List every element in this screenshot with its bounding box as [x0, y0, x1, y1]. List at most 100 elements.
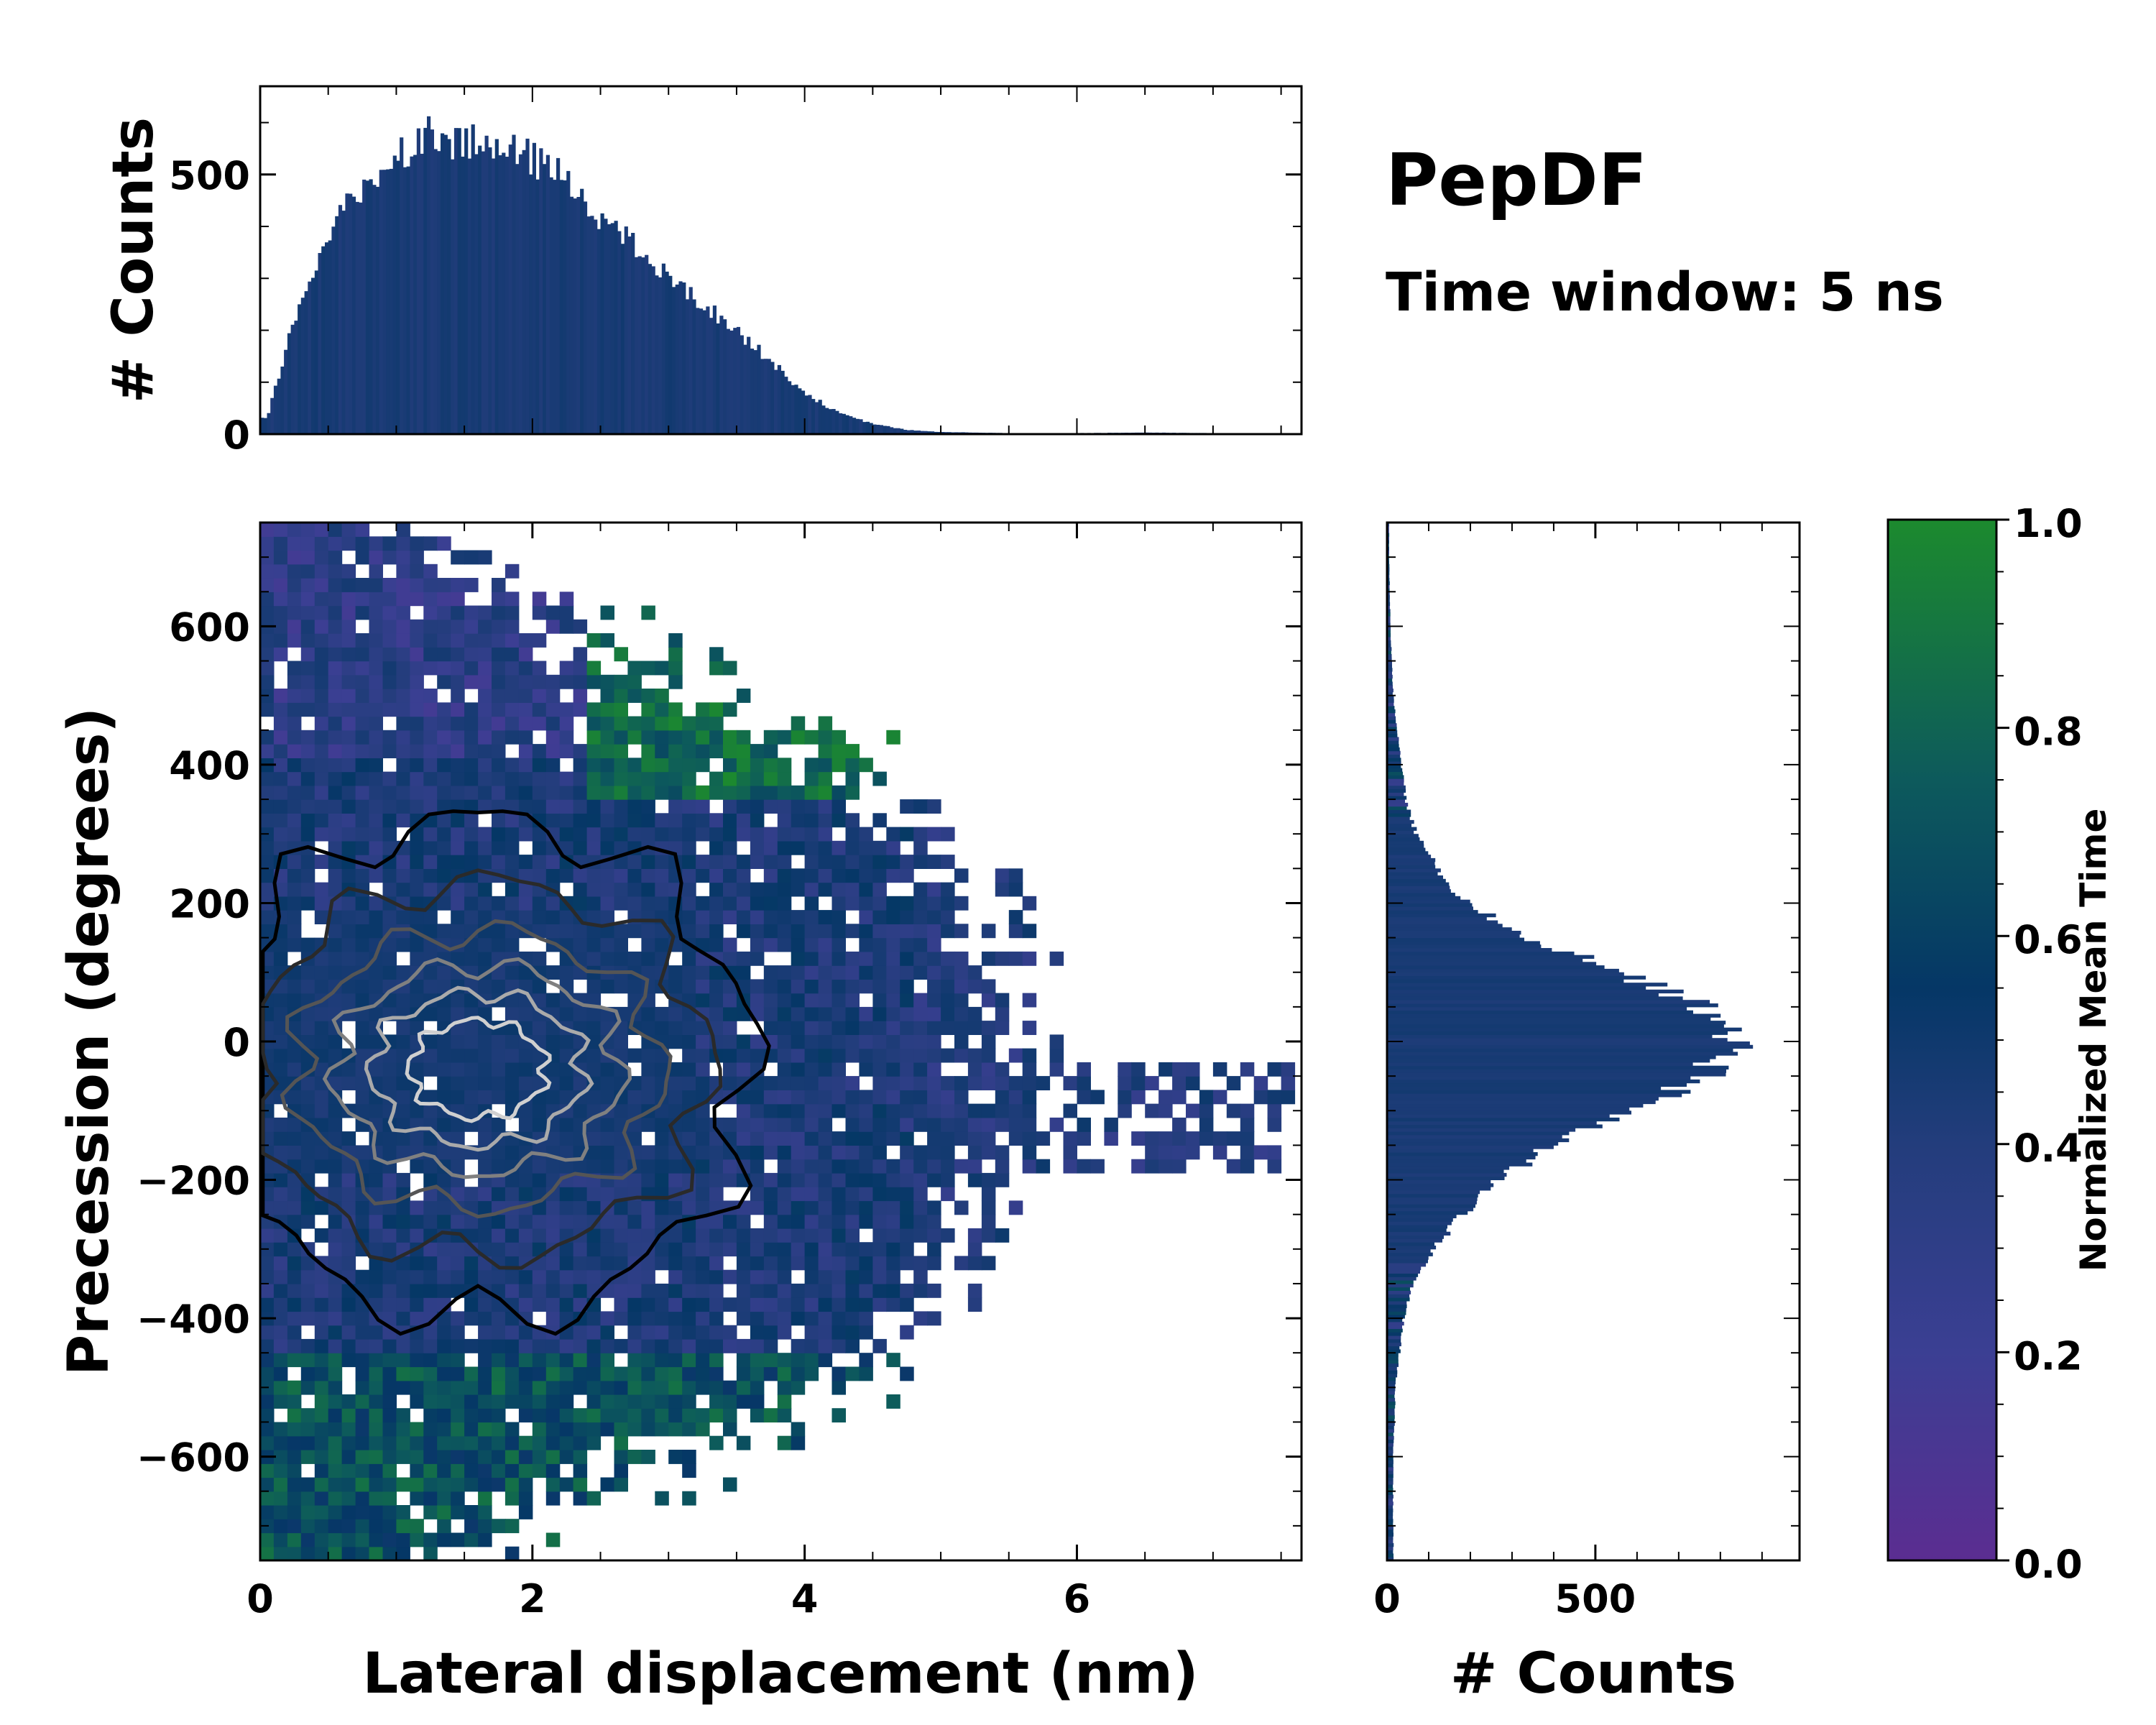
- heatmap-cell: [300, 619, 315, 634]
- heatmap-cell: [736, 827, 751, 842]
- heatmap-cell: [791, 1366, 806, 1381]
- heatmap-cell: [763, 1187, 778, 1202]
- heatmap-cell: [709, 1366, 724, 1381]
- heatmap-cell: [545, 1408, 561, 1423]
- heatmap-cell: [818, 1159, 833, 1174]
- heatmap-cell: [668, 799, 683, 814]
- heatmap-cell: [927, 896, 941, 911]
- heatmap-cell: [287, 1117, 302, 1132]
- heatmap-cell: [328, 536, 343, 551]
- heatmap-cell: [954, 979, 969, 994]
- heatmap-cell: [382, 1131, 397, 1146]
- top-histogram-bar: [539, 148, 543, 435]
- heatmap-cell: [804, 1172, 819, 1187]
- heatmap-cell: [763, 840, 778, 855]
- right-histogram-bar: [1387, 792, 1404, 796]
- heatmap-cell: [437, 647, 451, 662]
- heatmap-cell: [831, 1021, 846, 1035]
- heatmap-cell: [410, 882, 424, 897]
- right-histogram-bar: [1387, 1450, 1393, 1454]
- heatmap-cell: [1008, 1090, 1023, 1105]
- heatmap-cell: [287, 827, 302, 842]
- heatmap-cell: [886, 1187, 900, 1202]
- heatmap-cell: [410, 689, 424, 703]
- heatmap-cell: [804, 1228, 819, 1243]
- heatmap-cell: [382, 1505, 397, 1519]
- heatmap-cell: [287, 896, 302, 911]
- heatmap-cell: [668, 633, 683, 648]
- right-histogram-bar: [1387, 1152, 1538, 1156]
- heatmap-cell: [451, 1435, 465, 1450]
- heatmap-cell: [1022, 1159, 1037, 1174]
- heatmap-cell: [831, 1242, 846, 1257]
- heatmap-cell: [586, 1034, 602, 1049]
- heatmap-cell: [355, 1021, 370, 1035]
- heatmap-cell: [967, 1297, 982, 1312]
- heatmap-cell: [1022, 1021, 1037, 1035]
- heatmap-cell: [655, 1297, 669, 1312]
- heatmap-cell: [627, 1338, 642, 1353]
- heatmap-cell: [287, 1477, 302, 1492]
- heatmap-cell: [464, 1463, 479, 1478]
- heatmap-cell: [913, 924, 928, 939]
- heatmap-cell: [600, 951, 614, 966]
- heatmap-cell: [600, 1408, 614, 1423]
- heatmap-cell: [872, 993, 887, 1008]
- heatmap-cell: [573, 868, 588, 883]
- heatmap-cell: [478, 1187, 492, 1202]
- heatmap-cell: [614, 827, 628, 842]
- heatmap-cell: [518, 799, 533, 814]
- heatmap-cell: [273, 1532, 288, 1547]
- heatmap-cell: [845, 924, 860, 939]
- heatmap-cell: [655, 1062, 669, 1077]
- heatmap-cell: [723, 702, 737, 717]
- heatmap-cell: [600, 1256, 614, 1271]
- top-histogram-frame: [259, 85, 1303, 436]
- right-histogram-bar: [1387, 958, 1583, 962]
- heatmap-cell: [859, 1172, 873, 1187]
- right-histogram-bar: [1387, 1374, 1398, 1378]
- heatmap-cell: [723, 1021, 737, 1035]
- heatmap-cell: [382, 868, 397, 883]
- heatmap-cell: [273, 1366, 288, 1381]
- heatmap-cell: [505, 730, 520, 745]
- right-histogram-bar: [1387, 802, 1409, 807]
- heatmap-cell: [1090, 1090, 1105, 1105]
- heatmap-cell: [573, 1200, 588, 1215]
- right-histogram-bar: [1387, 592, 1390, 596]
- top-histogram-bar: [865, 421, 870, 434]
- top-histogram-bar: [559, 180, 563, 435]
- heatmap-cell: [1158, 1145, 1173, 1160]
- heatmap-cell: [886, 1006, 900, 1021]
- heatmap-cell: [287, 1422, 302, 1437]
- right-histogram-bar: [1387, 647, 1392, 651]
- heatmap-cell: [655, 689, 669, 703]
- heatmap-cell: [478, 1394, 492, 1409]
- heatmap-cell: [586, 1062, 602, 1077]
- right-histogram-bar: [1387, 1387, 1396, 1392]
- heatmap-cell: [682, 1256, 696, 1271]
- heatmap-cell: [927, 1283, 941, 1298]
- heatmap-cell: [273, 951, 288, 966]
- heatmap-cell: [967, 1076, 982, 1090]
- heatmap-cell: [723, 868, 737, 883]
- heatmap-cell: [355, 730, 370, 745]
- heatmap-cell: [641, 1159, 655, 1174]
- heatmap-cell: [451, 924, 465, 939]
- heatmap-cell: [287, 785, 302, 800]
- heatmap-cell: [532, 827, 547, 842]
- y-tick-label: 0: [223, 1020, 250, 1065]
- heatmap-cell: [668, 1353, 683, 1368]
- top-histogram-bar: [923, 431, 928, 434]
- heatmap-cell: [750, 882, 765, 897]
- heatmap-cell: [369, 965, 383, 980]
- heatmap-cell: [559, 1006, 574, 1021]
- heatmap-cell: [341, 758, 356, 773]
- heatmap-cell: [586, 730, 602, 745]
- heatmap-cell: [668, 1311, 683, 1326]
- heatmap-cell: [396, 1283, 410, 1298]
- heatmap-cell: [818, 1006, 833, 1021]
- heatmap-cell: [750, 924, 765, 939]
- heatmap-cell: [396, 523, 410, 537]
- heatmap-cell: [382, 1187, 397, 1202]
